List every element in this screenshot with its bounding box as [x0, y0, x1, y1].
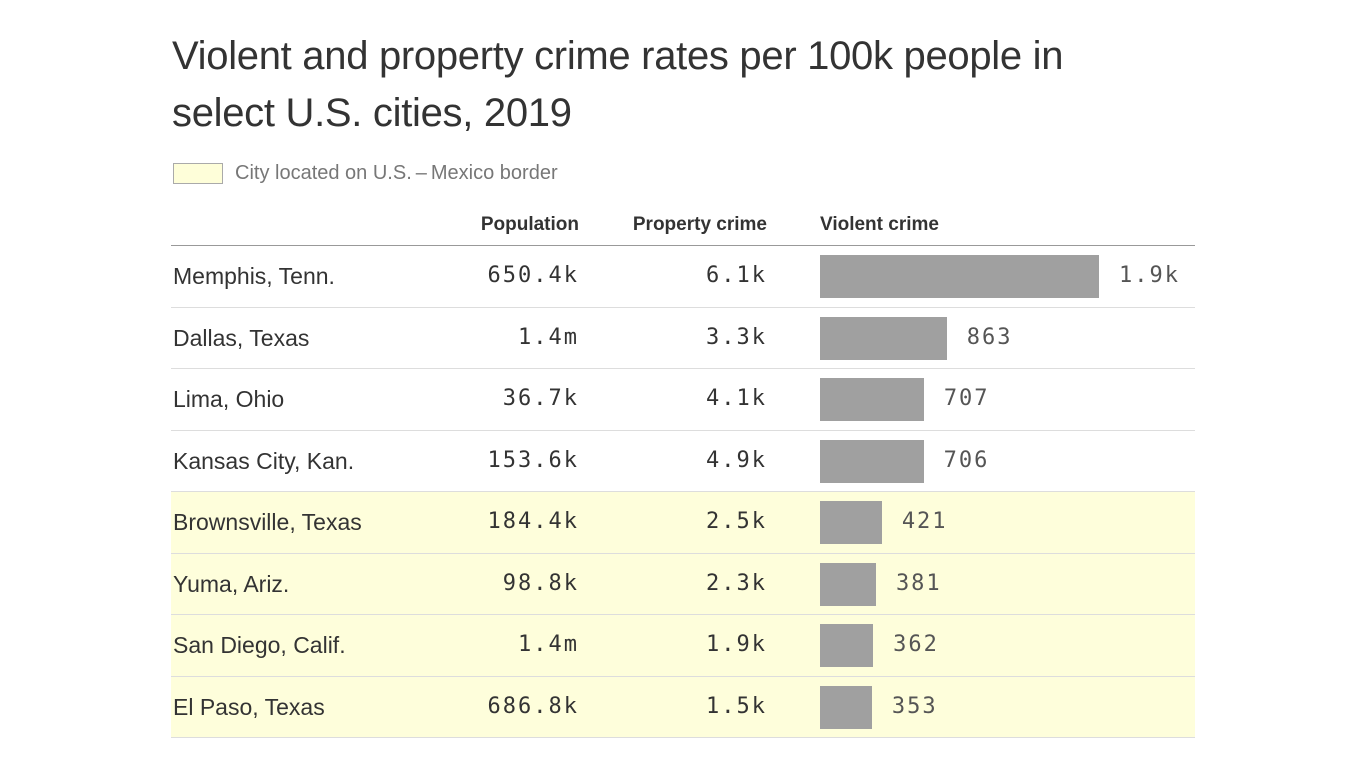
- population-value: 153.6k: [487, 447, 579, 473]
- violent-crime-label: 706: [943, 447, 990, 473]
- table-row: Memphis, Tenn. 650.4k 6.1k 1.9k: [171, 246, 1195, 308]
- population-value: 1.4m: [518, 632, 579, 657]
- violent-crime-bar: [820, 255, 1099, 298]
- population-value: 1.4m: [518, 324, 579, 350]
- table-row: Lima, Ohio 36.7k 4.1k 707: [171, 369, 1195, 431]
- violent-crime-bar: [820, 316, 947, 360]
- table-row: El Paso, Texas 686.8k 1.5k 353: [171, 676, 1195, 738]
- city-name: Kansas City, Kan.: [173, 447, 355, 474]
- violent-crime-label: 381: [895, 570, 942, 596]
- property-crime-value: 2.3k: [706, 570, 767, 596]
- population-value: 650.4k: [487, 263, 579, 288]
- crime-table: Population Property crime Violent crime …: [171, 208, 1195, 738]
- population-value: 98.8k: [502, 570, 579, 596]
- table-header: Population Property crime Violent crime: [171, 208, 1195, 246]
- population-value: 686.8k: [487, 693, 579, 719]
- property-crime-value: 3.3k: [706, 324, 767, 350]
- legend-swatch-border-city: [173, 163, 223, 184]
- table-row: Dallas, Texas 1.4m 3.3k 863: [171, 308, 1195, 369]
- table-row: San Diego, Calif. 1.4m 1.9k 362: [171, 615, 1195, 677]
- legend: City located on U.S. – Mexico border: [173, 162, 558, 185]
- property-crime-value: 1.5k: [706, 693, 767, 719]
- table-row: Kansas City, Kan. 153.6k 4.9k 706: [171, 431, 1195, 492]
- table-row: Yuma, Ariz. 98.8k 2.3k 381: [171, 553, 1195, 615]
- violent-crime-label: 707: [943, 386, 990, 411]
- property-crime-value: 6.1k: [706, 263, 767, 288]
- violent-crime-label: 362: [893, 632, 939, 657]
- city-name: Lima, Ohio: [173, 386, 285, 412]
- city-name: Brownsville, Texas: [173, 509, 362, 535]
- population-value: 184.4k: [487, 509, 579, 534]
- city-name: San Diego, Calif.: [173, 632, 346, 658]
- violent-crime-label: 863: [966, 324, 1013, 350]
- violent-crime-bar: [820, 624, 874, 667]
- column-header-population: Population: [480, 214, 579, 235]
- property-crime-value: 4.9k: [706, 447, 767, 473]
- property-crime-value: 4.1k: [706, 386, 767, 411]
- legend-label: City located on U.S. – Mexico border: [235, 162, 558, 184]
- violent-crime-bar: [820, 439, 924, 483]
- violent-crime-bar: [820, 378, 924, 421]
- violent-crime-label: 421: [901, 509, 948, 534]
- column-header-property-crime: Property crime: [632, 214, 767, 235]
- chart-title: Violent and property crime rates per 100…: [172, 34, 1064, 135]
- violent-crime-label: 353: [891, 693, 938, 719]
- violent-crime-bar: [820, 501, 882, 544]
- violent-crime-bar: [820, 685, 872, 729]
- violent-crime-bar: [820, 562, 876, 606]
- city-name: Yuma, Ariz.: [173, 570, 290, 597]
- column-header-violent-crime: Violent crime: [820, 214, 939, 235]
- violent-crime-label: 1.9k: [1119, 263, 1180, 288]
- city-name: Dallas, Texas: [173, 324, 310, 351]
- property-crime-value: 2.5k: [706, 509, 767, 534]
- property-crime-value: 1.9k: [706, 632, 767, 657]
- city-name: Memphis, Tenn.: [173, 263, 335, 289]
- population-value: 36.7k: [502, 386, 579, 411]
- city-name: El Paso, Texas: [173, 693, 325, 720]
- table-row: Brownsville, Texas 184.4k 2.5k 421: [171, 492, 1195, 554]
